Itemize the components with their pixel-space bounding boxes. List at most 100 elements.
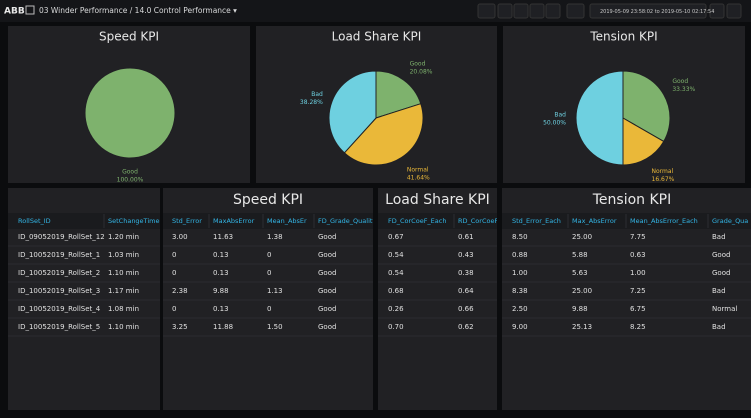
table: Std_Error MaxAbsError Mean_AbsEr FD_Grade_Q… — [163, 213, 376, 337]
table-cell: Good — [318, 305, 336, 313]
view-mode-button[interactable] — [566, 3, 585, 19]
table: Std_Error_Each Max_AbsError Mean_AbsError_… — [502, 213, 751, 337]
table-cell: 0.38 — [458, 269, 474, 277]
time-picker[interactable] — [589, 3, 707, 19]
panel-title: Speed KPI — [233, 192, 303, 208]
table-cell: 0.61 — [458, 233, 474, 241]
table-cell: 9.88 — [572, 305, 588, 313]
panel-title: Tension KPI — [589, 30, 657, 44]
pie-slice — [328, 70, 377, 154]
table-cell: 0.43 — [458, 251, 474, 259]
add-panel-button[interactable] — [477, 3, 496, 19]
table-header — [378, 213, 497, 229]
slice-label: Good — [122, 169, 138, 176]
table-cell: 1.03 min — [108, 251, 139, 259]
slice-label: Normal — [652, 168, 674, 175]
pie-slice — [84, 67, 176, 159]
pie-slice — [622, 117, 665, 166]
column-header: Std_Error_Each — [512, 217, 561, 225]
table-cell: 0 — [267, 269, 271, 277]
top-bar — [0, 0, 751, 22]
table-header — [8, 213, 160, 229]
table-cell: 3.00 — [172, 233, 188, 241]
table-cell: 0.26 — [388, 305, 404, 313]
logo: ABB — [4, 7, 25, 17]
column-header: Mean_AbsError_Each — [630, 217, 698, 225]
column-header: Mean_AbsEr — [267, 217, 307, 225]
table-cell: 0.54 — [388, 251, 404, 259]
table-cell: 9.88 — [213, 287, 229, 295]
column-header: MaxAbsError — [213, 217, 255, 225]
slice-label: Bad — [311, 91, 323, 98]
table-cell: 0.66 — [458, 305, 474, 313]
slice-value-label: 33.33% — [672, 86, 695, 93]
table-cell: 9.00 — [512, 323, 528, 331]
table-cell: Bad — [712, 287, 726, 295]
table-cell: ID_10052019_RollSet_2 — [18, 269, 100, 277]
slice-value-label: 100.00% — [117, 177, 144, 184]
toolbar — [477, 3, 742, 19]
table-cell: 0.13 — [213, 251, 229, 259]
table-cell: 2.50 — [512, 305, 528, 313]
table-cell: 11.88 — [213, 323, 233, 331]
table-cell: 1.10 min — [108, 323, 139, 331]
column-header: RD_CorCoeF — [458, 217, 498, 225]
table-cell: Good — [318, 233, 336, 241]
table-cell: 1.17 min — [108, 287, 139, 295]
table-cell: 6.75 — [630, 305, 646, 313]
table-cell: 7.25 — [630, 287, 646, 295]
table-cell: Bad — [712, 233, 726, 241]
slice-label: Good — [410, 60, 426, 67]
slice-value-label: 50.00% — [543, 120, 566, 127]
table-cell: 0 — [172, 251, 176, 259]
slice-value-label: 41.64% — [407, 174, 430, 181]
table-cell: 1.08 min — [108, 305, 139, 313]
table-cell: 1.00 — [512, 269, 528, 277]
slice-value-label: 20.08% — [410, 68, 433, 75]
table-cell: 2.38 — [172, 287, 188, 295]
pie-slice — [622, 70, 671, 143]
column-header: FD_CorCoeF_Each — [388, 217, 446, 225]
table-cell: 0.88 — [512, 251, 528, 259]
table-panel: Load Share KPI FD_CorCoeF_Each RD_CorCoeF 0… — [378, 188, 498, 410]
apps-icon[interactable] — [25, 5, 35, 15]
table-cell: 0 — [267, 305, 271, 313]
table-cell: Good — [318, 251, 336, 259]
zoom-button[interactable] — [709, 3, 725, 19]
pie-slice — [375, 70, 422, 119]
settings-button[interactable] — [545, 3, 561, 19]
slice-value-label: 16.67% — [652, 176, 675, 183]
table-panel: RollSet_ID SetChangeTimeID_09052019_RollS… — [8, 188, 160, 410]
star-button[interactable] — [497, 3, 513, 19]
pie-slice — [343, 103, 424, 166]
table-cell: 1.00 — [630, 269, 646, 277]
save-button[interactable] — [529, 3, 545, 19]
panel-title: Load Share KPI — [385, 192, 490, 208]
table-panel: Tension KPI Std_Error_Each Max_AbsError Mea… — [502, 188, 751, 410]
table-cell: Normal — [712, 305, 737, 313]
refresh-button[interactable] — [726, 3, 742, 19]
slice-value-label: 38.28% — [300, 99, 323, 106]
table-cell: 0 — [172, 305, 176, 313]
table-cell: 0 — [172, 269, 176, 277]
table-cell: 0.62 — [458, 323, 474, 331]
time-range: 2019-05-09 23:58:02 to 2019-05-10 02:17:… — [600, 9, 714, 15]
table-cell: 25.13 — [572, 323, 592, 331]
table-cell: 8.50 — [512, 233, 528, 241]
column-header: SetChangeTime — [108, 217, 159, 225]
table-cell: Bad — [712, 323, 726, 331]
table-cell: 0.13 — [213, 305, 229, 313]
share-button[interactable] — [513, 3, 529, 19]
pie-slice — [575, 70, 624, 166]
table: RollSet_ID SetChangeTimeID_09052019_RollS… — [8, 213, 160, 337]
table-cell: ID_10052019_RollSet_3 — [18, 287, 100, 295]
table-cell: 0.68 — [388, 287, 404, 295]
table-cell: ID_10052019_RollSet_5 — [18, 323, 100, 331]
table-cell: 8.38 — [512, 287, 528, 295]
column-header: FD_Grade_Quality — [318, 217, 376, 225]
table-cell: 25.00 — [572, 287, 592, 295]
breadcrumb[interactable]: 03 Winder Performance / 14.0 Control Per… — [39, 6, 237, 15]
